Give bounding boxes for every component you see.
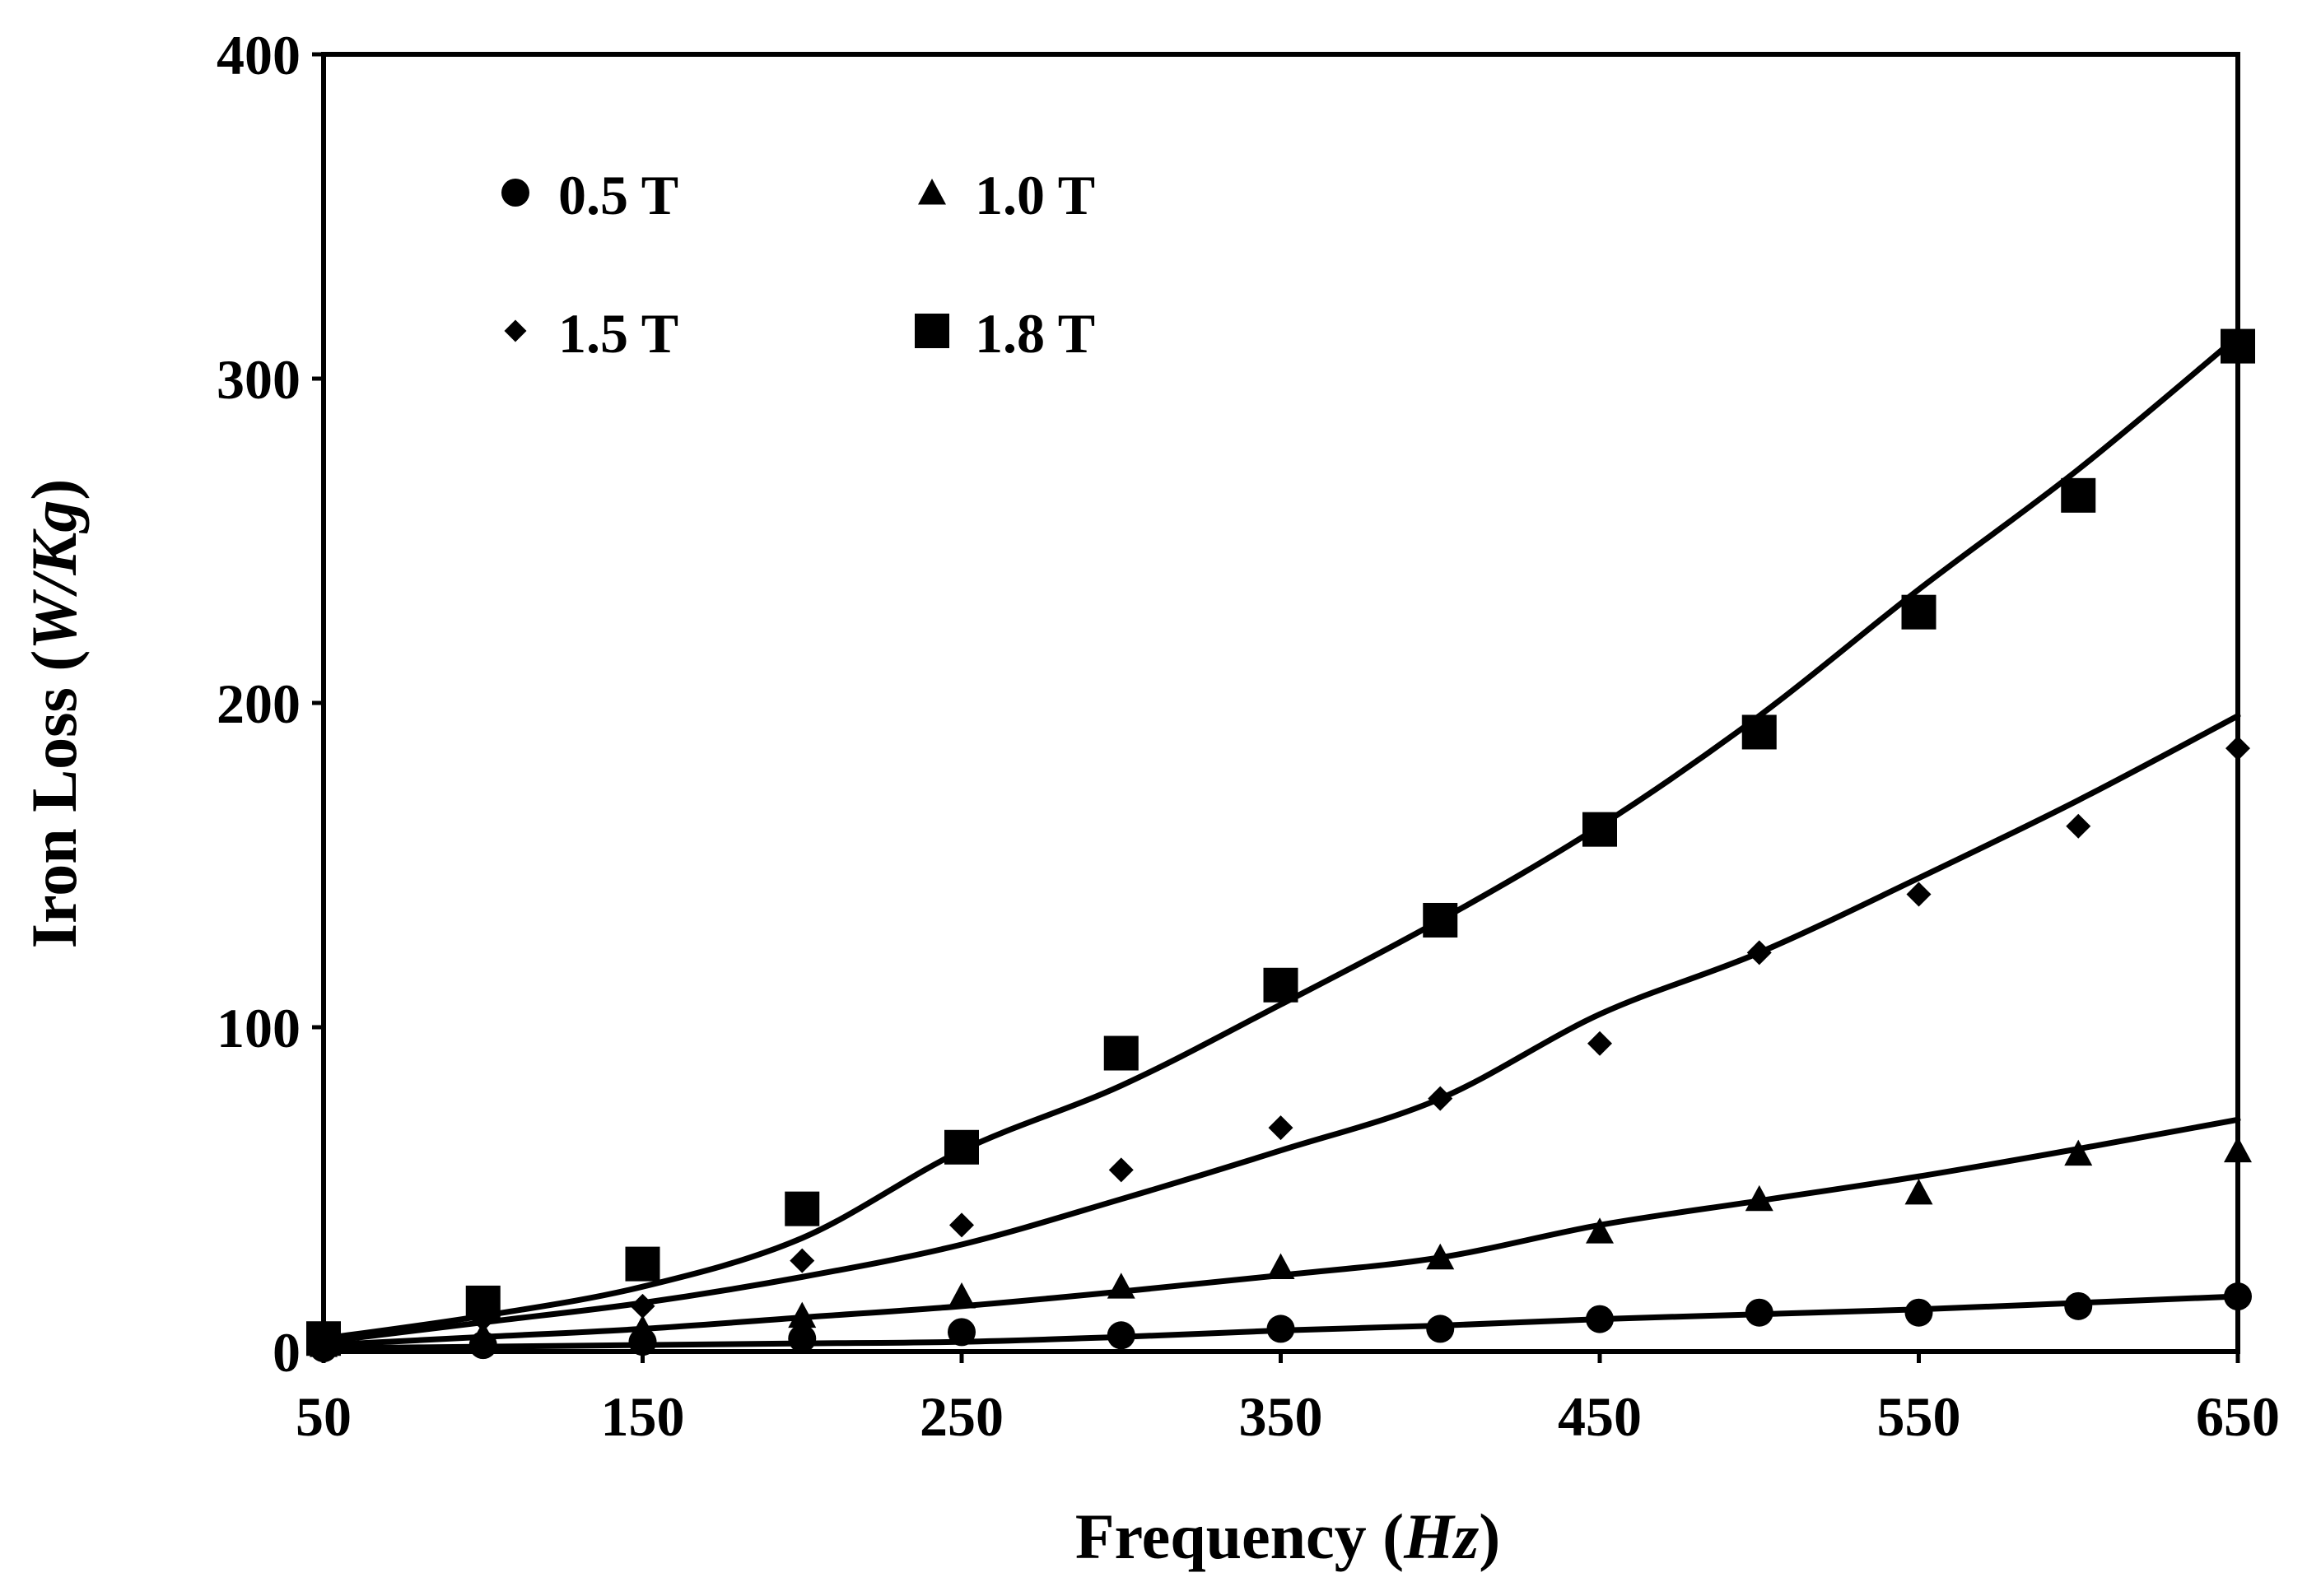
data-point-triangle xyxy=(1107,1273,1135,1299)
data-point-square xyxy=(1103,1035,1139,1071)
x-tick-label: 450 xyxy=(1558,1385,1642,1448)
legend-label: 1.5 T xyxy=(558,302,678,365)
data-point-square xyxy=(1901,594,1936,630)
y-axis-title: Iron Loss (W/Kg) xyxy=(18,479,90,949)
data-point-triangle xyxy=(1586,1217,1614,1244)
data-point-diamond xyxy=(790,1248,815,1273)
data-point-square xyxy=(785,1191,820,1226)
data-point-circle xyxy=(1586,1305,1614,1333)
y-axis-ticks: 0 100 200 300 400 xyxy=(217,24,324,1384)
legend: 0.5 T 1.0 T 1.5 T 1.8 T xyxy=(501,164,1095,365)
data-point-triangle xyxy=(468,1321,497,1347)
data-point-triangle xyxy=(1266,1253,1295,1280)
y-tick-label: 0 xyxy=(273,1321,301,1384)
data-point-triangle xyxy=(628,1314,657,1341)
data-point-diamond xyxy=(1108,1157,1134,1183)
data-point-diamond xyxy=(630,1293,655,1319)
data-point-square xyxy=(1263,967,1298,1003)
legend-marker-circle xyxy=(501,179,529,207)
x-tick-label: 50 xyxy=(296,1385,352,1448)
data-point-square xyxy=(1582,812,1617,847)
x-tick-label: 550 xyxy=(1877,1385,1961,1448)
x-axis-ticks: 50 150 250 350 450 550 650 xyxy=(296,1352,2280,1448)
y-tick-label: 200 xyxy=(217,672,301,735)
data-point-square xyxy=(944,1129,979,1165)
data-point-circle xyxy=(1107,1321,1135,1350)
data-point-diamond xyxy=(1746,940,1772,966)
x-tick-label: 650 xyxy=(2196,1385,2280,1448)
legend-label: 1.0 T xyxy=(975,164,1095,226)
data-point-circle xyxy=(1745,1298,1773,1327)
data-point-circle xyxy=(2064,1291,2093,1320)
legend-label: 0.5 T xyxy=(558,164,678,226)
legend-label: 1.8 T xyxy=(975,302,1095,365)
data-point-square xyxy=(2061,477,2096,513)
legend-marker-triangle xyxy=(918,179,946,205)
data-point-triangle xyxy=(788,1301,817,1328)
data-point-triangle xyxy=(948,1282,976,1309)
x-tick-label: 350 xyxy=(1239,1385,1323,1448)
data-point-circle xyxy=(1426,1314,1455,1343)
data-point-square xyxy=(1741,714,1777,750)
data-point-square xyxy=(465,1285,501,1320)
data-point-diamond xyxy=(949,1212,974,1238)
x-tick-label: 150 xyxy=(601,1385,685,1448)
data-point-diamond xyxy=(1268,1115,1293,1141)
data-point-square xyxy=(625,1246,660,1282)
data-point-diamond xyxy=(1428,1086,1453,1111)
data-point-triangle xyxy=(2064,1139,2093,1166)
data-point-triangle xyxy=(1904,1178,1933,1205)
y-tick-label: 100 xyxy=(217,997,301,1059)
x-tick-label: 250 xyxy=(920,1385,1004,1448)
fit-line-1-8t xyxy=(320,333,2241,1342)
data-point-square xyxy=(1423,902,1458,938)
data-point-triangle xyxy=(1745,1184,1773,1212)
data-point-diamond xyxy=(1906,882,1932,907)
legend-marker-diamond xyxy=(504,319,527,342)
x-axis-title: Frequency (Hz) xyxy=(1075,1501,1500,1572)
legend-marker-square xyxy=(915,314,949,348)
data-point-circle xyxy=(948,1318,976,1347)
data-point-diamond xyxy=(2066,813,2091,839)
data-point-circle xyxy=(788,1324,817,1353)
data-point-diamond xyxy=(1587,1031,1612,1056)
data-point-circle xyxy=(1904,1298,1933,1327)
data-point-triangle xyxy=(1426,1243,1455,1270)
y-tick-label: 400 xyxy=(217,24,301,86)
y-tick-label: 300 xyxy=(217,348,301,411)
data-point-circle xyxy=(1266,1314,1295,1343)
